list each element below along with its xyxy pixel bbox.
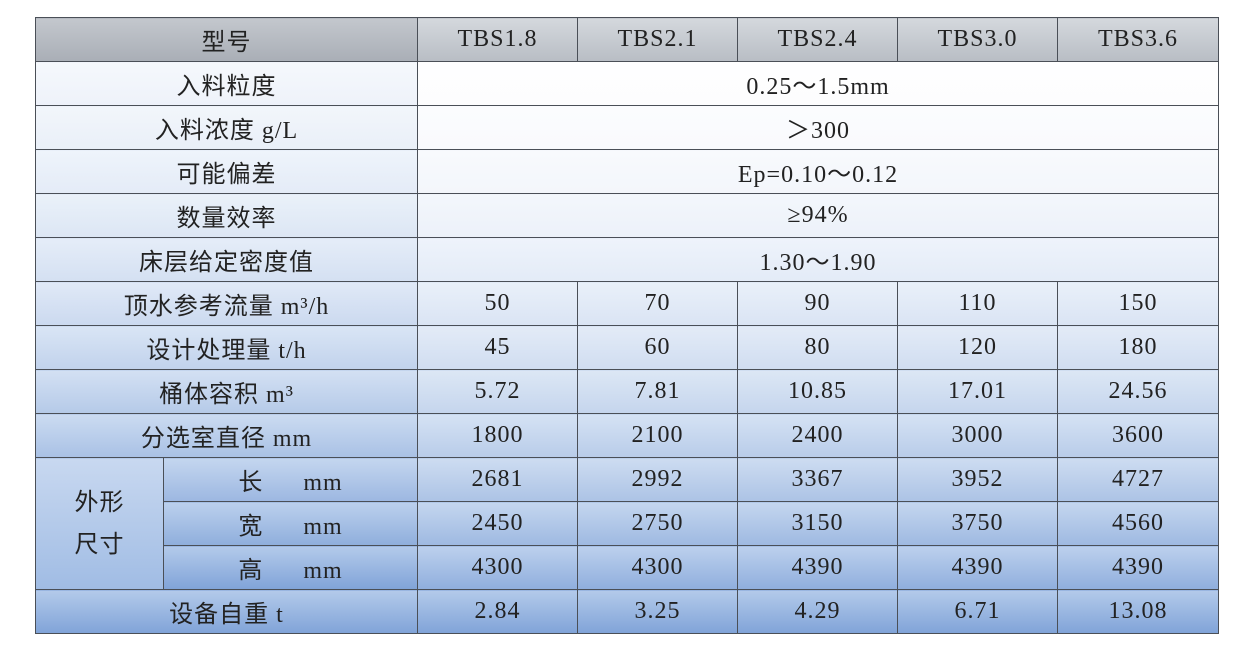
sub-label-text: 长 — [238, 470, 264, 496]
cell: 80 — [737, 325, 898, 370]
cell: 7.81 — [577, 369, 738, 414]
data-row: 设计处理量 t/h 45 60 80 120 180 — [35, 325, 1219, 370]
spanned-row: 数量效率 ≥94% — [35, 193, 1219, 238]
cell: 3000 — [897, 413, 1058, 458]
row-label: 顶水参考流量 m³/h — [35, 281, 418, 326]
row-label: 床层给定密度值 — [35, 237, 418, 282]
cell: 5.72 — [417, 369, 578, 414]
cell: 2400 — [737, 413, 898, 458]
row-label: 可能偏差 — [35, 149, 418, 194]
cell: 4390 — [1057, 545, 1219, 590]
cell: 4.29 — [737, 589, 898, 634]
cell: 3.25 — [577, 589, 738, 634]
data-row: 分选室直径 mm 1800 2100 2400 3000 3600 — [35, 413, 1219, 458]
header-row: 型号 TBS1.8 TBS2.1 TBS2.4 TBS3.0 TBS3.6 — [35, 17, 1219, 62]
header-cell: TBS3.6 — [1057, 17, 1219, 62]
cell: 4300 — [577, 545, 738, 590]
cell: 1800 — [417, 413, 578, 458]
cell: 6.71 — [897, 589, 1058, 634]
spanned-row: 床层给定密度值 1.30～1.90 — [35, 237, 1219, 282]
sub-label: 长 mm — [163, 457, 418, 502]
cell: 2750 — [577, 501, 738, 546]
spanned-row: 入料粒度 0.25～1.5mm — [35, 61, 1219, 106]
cell: 2992 — [577, 457, 738, 502]
spanned-row: 入料浓度 g/L ＞300 — [35, 105, 1219, 150]
cell: 17.01 — [897, 369, 1058, 414]
cell: 150 — [1057, 281, 1219, 326]
row-value: Ep=0.10～0.12 — [417, 149, 1219, 194]
row-value: ≥94% — [417, 193, 1219, 238]
group-row: 宽 mm 2450 2750 3150 3750 4560 — [36, 501, 1219, 546]
cell: 4727 — [1057, 457, 1219, 502]
group-label-line: 外形 — [74, 489, 125, 516]
sub-label-unit: mm — [303, 514, 343, 540]
cell: 60 — [577, 325, 738, 370]
cell: 180 — [1057, 325, 1219, 370]
sub-label: 高 mm — [163, 545, 418, 590]
cell: 3750 — [897, 501, 1058, 546]
cell: 2450 — [417, 501, 578, 546]
row-label: 设计处理量 t/h — [35, 325, 418, 370]
header-cell: TBS1.8 — [417, 17, 578, 62]
data-row: 桶体容积 m³ 5.72 7.81 10.85 17.01 24.56 — [35, 369, 1219, 414]
sub-label: 宽 mm — [163, 501, 418, 546]
cell: 3367 — [737, 457, 898, 502]
cell: 3600 — [1057, 413, 1219, 458]
cell: 4390 — [897, 545, 1058, 590]
header-cell: TBS2.4 — [737, 17, 898, 62]
cell: 45 — [417, 325, 578, 370]
group-row: 高 mm 4300 4300 4390 4390 4390 — [36, 545, 1219, 590]
row-label: 分选室直径 mm — [35, 413, 418, 458]
cell: 4300 — [417, 545, 578, 590]
cell: 110 — [897, 281, 1058, 326]
footer-row: 设备自重 t 2.84 3.25 4.29 6.71 13.08 — [35, 589, 1219, 634]
group-label-line: 尺寸 — [74, 531, 125, 558]
sub-label-text: 高 — [238, 558, 264, 584]
cell: 4560 — [1057, 501, 1219, 546]
cell: 3150 — [737, 501, 898, 546]
cell: 120 — [897, 325, 1058, 370]
cell: 3952 — [897, 457, 1058, 502]
row-label: 桶体容积 m³ — [35, 369, 418, 414]
data-row: 顶水参考流量 m³/h 50 70 90 110 150 — [35, 281, 1219, 326]
cell: 50 — [417, 281, 578, 326]
sub-label-unit: mm — [303, 470, 343, 496]
row-label: 数量效率 — [35, 193, 418, 238]
row-value: 0.25～1.5mm — [417, 61, 1219, 106]
cell: 4390 — [737, 545, 898, 590]
cell: 13.08 — [1057, 589, 1219, 634]
cell: 90 — [737, 281, 898, 326]
group-row: 外形尺寸 长 mm 2681 2992 3367 3952 4727 — [35, 457, 1219, 590]
row-value: ＞300 — [417, 105, 1219, 150]
spanned-row: 可能偏差 Ep=0.10～0.12 — [35, 149, 1219, 194]
row-label: 设备自重 t — [35, 589, 418, 634]
row-label: 入料粒度 — [35, 61, 418, 106]
group-label: 外形 尺寸 — [35, 457, 164, 590]
cell: 2681 — [417, 457, 578, 502]
sub-label-text: 宽 — [238, 514, 264, 540]
header-cell: TBS2.1 — [577, 17, 738, 62]
sub-label-unit: mm — [303, 558, 343, 584]
cell: 2.84 — [417, 589, 578, 634]
cell: 2100 — [577, 413, 738, 458]
row-label: 入料浓度 g/L — [35, 105, 418, 150]
row-value: 1.30～1.90 — [417, 237, 1219, 282]
cell: 10.85 — [737, 369, 898, 414]
cell: 24.56 — [1057, 369, 1219, 414]
spec-table: 型号 TBS1.8 TBS2.1 TBS2.4 TBS3.0 TBS3.6 入料粒度 0.25… — [35, 17, 1219, 634]
header-cell: TBS3.0 — [897, 17, 1058, 62]
header-label: 型号 — [35, 17, 418, 62]
cell: 70 — [577, 281, 738, 326]
